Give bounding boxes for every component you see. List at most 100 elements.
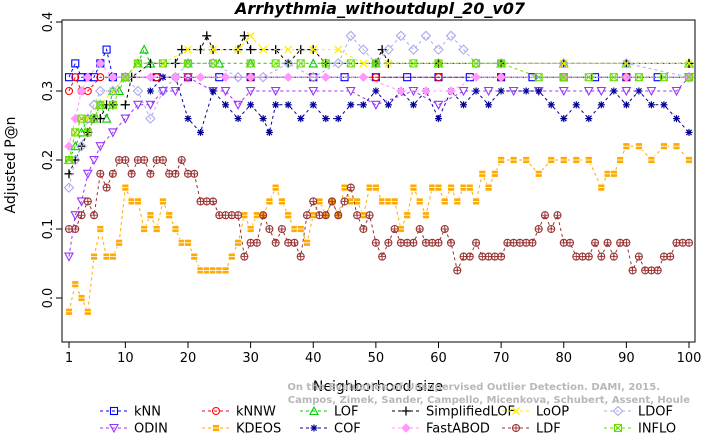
- data-point: [420, 30, 432, 42]
- data-point: [434, 73, 443, 82]
- data-point: [222, 101, 230, 109]
- y-tick-label: 0.2: [41, 150, 56, 171]
- data-point: [177, 155, 186, 165]
- data-point: [271, 238, 280, 247]
- data-point: [209, 87, 217, 95]
- data-point: [685, 156, 693, 164]
- data-point: [672, 142, 681, 151]
- data-point: [145, 72, 156, 83]
- data-point: [621, 72, 632, 83]
- data-point: [152, 225, 161, 233]
- data-point: [121, 73, 130, 82]
- data-point: [220, 86, 231, 97]
- data-point: [102, 45, 111, 54]
- data-point: [440, 224, 449, 234]
- data-point: [508, 86, 519, 97]
- data-point: [71, 280, 80, 289]
- data-point: [422, 211, 430, 220]
- data-point: [333, 58, 344, 69]
- data-point: [209, 45, 218, 54]
- data-point: [534, 169, 543, 178]
- data-point: [560, 115, 568, 123]
- data-point: [358, 72, 369, 83]
- data-point: [265, 224, 274, 234]
- data-point: [158, 59, 167, 68]
- data-point: [371, 59, 380, 68]
- y-tick-label: 0.0: [41, 288, 56, 309]
- data-point: [616, 156, 625, 164]
- data-point: [296, 225, 305, 233]
- data-point: [584, 73, 593, 82]
- x-tick-label: 1: [65, 351, 73, 366]
- data-point: [259, 211, 268, 220]
- data-point: [95, 58, 106, 69]
- data-point: [483, 86, 494, 97]
- legend-item-fastabod: FastABOD: [392, 422, 490, 434]
- data-point: [265, 197, 274, 206]
- data-point: [120, 114, 131, 124]
- x-tick-label: 40: [305, 351, 322, 366]
- data-point: [96, 225, 105, 233]
- data-point: [65, 307, 73, 316]
- data-point: [408, 44, 419, 55]
- data-point: [371, 183, 380, 192]
- series-kdeos: [65, 142, 693, 316]
- data-point: [522, 87, 530, 95]
- series-ldf: [64, 155, 694, 275]
- data-point: [446, 238, 456, 247]
- data-point: [96, 169, 105, 178]
- legend-marker: [310, 424, 318, 432]
- legend-marker: [109, 423, 119, 434]
- data-point: [132, 85, 144, 97]
- data-point: [447, 183, 455, 192]
- data-point: [572, 101, 580, 109]
- legend-label: LDF: [536, 422, 561, 434]
- series-ldof: [63, 30, 695, 193]
- data-point: [96, 100, 105, 109]
- series-line-loop: [68, 35, 689, 161]
- legend-label: kNN: [134, 405, 161, 420]
- data-point: [108, 100, 117, 109]
- data-point: [90, 252, 98, 261]
- data-point: [353, 197, 361, 206]
- data-point: [246, 31, 255, 40]
- data-point: [146, 211, 155, 220]
- data-point: [239, 31, 249, 41]
- data-point: [71, 224, 80, 234]
- data-point: [672, 115, 680, 123]
- legend-label: LOF: [334, 405, 359, 420]
- data-point: [271, 59, 280, 68]
- data-point: [115, 238, 124, 247]
- data-point: [70, 211, 81, 221]
- data-point: [603, 238, 612, 247]
- data-point: [195, 72, 206, 83]
- data-point: [434, 59, 443, 68]
- data-point: [622, 142, 631, 151]
- data-point: [190, 169, 199, 178]
- data-point: [384, 238, 393, 247]
- data-point: [270, 86, 281, 97]
- data-point: [284, 45, 293, 54]
- data-point: [659, 73, 668, 82]
- legend-marker: [512, 407, 520, 415]
- legend-marker: [109, 406, 119, 416]
- data-point: [421, 86, 431, 96]
- data-point: [265, 128, 273, 136]
- data-point: [290, 238, 299, 247]
- data-point: [83, 197, 92, 206]
- data-point: [321, 59, 330, 68]
- data-point: [358, 44, 369, 55]
- data-point: [76, 140, 87, 152]
- data-point: [220, 72, 231, 83]
- data-point: [634, 73, 643, 82]
- x-axis-label: Neighborhood size: [313, 379, 443, 395]
- data-point: [257, 71, 269, 83]
- data-point: [140, 155, 149, 165]
- data-point: [158, 155, 167, 165]
- data-point: [497, 87, 505, 95]
- data-point: [272, 101, 280, 109]
- data-point: [433, 44, 444, 55]
- legend: kNN kNNW LOF SimplifiedLOF LoOP LDOF ODIN KDEOS…: [100, 405, 676, 434]
- data-point: [377, 45, 387, 55]
